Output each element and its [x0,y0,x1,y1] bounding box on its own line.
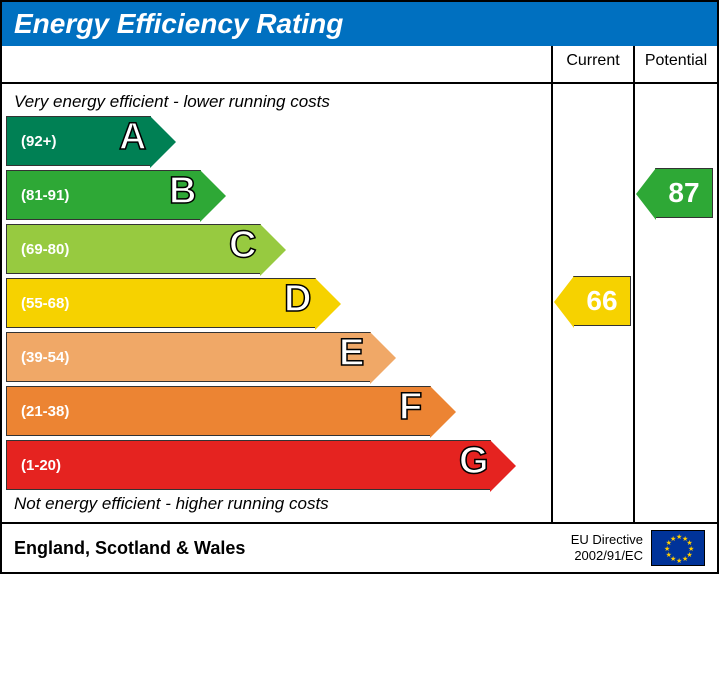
directive-line1: EU Directive [571,532,643,547]
footer-directive: EU Directive 2002/91/EC [571,532,643,563]
band-bar-f: (21-38) [6,386,431,436]
band-range-g: (1-20) [21,457,61,474]
caption-bottom: Not energy efficient - higher running co… [2,490,551,514]
caption-top: Very energy efficient - lower running co… [2,92,551,116]
band-bar-d: (55-68) [6,278,316,328]
current-value-pointer: 66 [573,276,631,326]
footer-right: EU Directive 2002/91/EC ★★★★★★★★★★★★ [571,530,705,566]
band-range-d: (55-68) [21,295,69,312]
eu-star-icon: ★ [676,557,682,565]
potential-column: 87 [635,84,717,522]
band-range-f: (21-38) [21,403,69,420]
band-row-g: (1-20) G [2,440,551,490]
body-row: Very energy efficient - lower running co… [2,84,717,524]
band-row-d: (55-68) D [2,278,551,328]
header-potential: Potential [635,46,717,82]
directive-line2: 2002/91/EC [574,548,643,563]
bars-stack: (92+) A (81-91) B (69-80) C (55-68) D (39-54) E (2… [2,116,551,490]
bars-area: Very energy efficient - lower running co… [2,84,553,522]
band-range-e: (39-54) [21,349,69,366]
header-row: Current Potential [2,46,717,84]
epc-chart: Energy Efficiency Rating Current Potenti… [0,0,719,574]
band-row-a: (92+) A [2,116,551,166]
band-row-c: (69-80) C [2,224,551,274]
title: Energy Efficiency Rating [2,2,717,46]
band-grade-e: E [339,332,364,375]
header-current: Current [553,46,635,82]
footer: England, Scotland & Wales EU Directive 2… [2,524,717,572]
header-spacer [2,46,553,82]
footer-region: England, Scotland & Wales [14,538,571,559]
band-grade-d: D [284,278,311,321]
band-grade-f: F [399,386,422,429]
band-bar-g: (1-20) [6,440,491,490]
band-grade-b: B [169,170,196,213]
band-row-e: (39-54) E [2,332,551,382]
eu-star-icon: ★ [682,555,688,563]
band-row-f: (21-38) F [2,386,551,436]
band-range-a: (92+) [21,133,56,150]
band-range-c: (69-80) [21,241,69,258]
eu-star-icon: ★ [670,535,676,543]
band-bar-c: (69-80) [6,224,261,274]
band-grade-c: C [229,224,256,267]
band-grade-g: G [459,440,489,483]
eu-flag-icon: ★★★★★★★★★★★★ [651,530,705,566]
band-range-b: (81-91) [21,187,69,204]
current-column: 66 [553,84,635,522]
band-bar-e: (39-54) [6,332,371,382]
band-row-b: (81-91) B [2,170,551,220]
band-grade-a: A [119,116,146,159]
potential-value-pointer: 87 [655,168,713,218]
